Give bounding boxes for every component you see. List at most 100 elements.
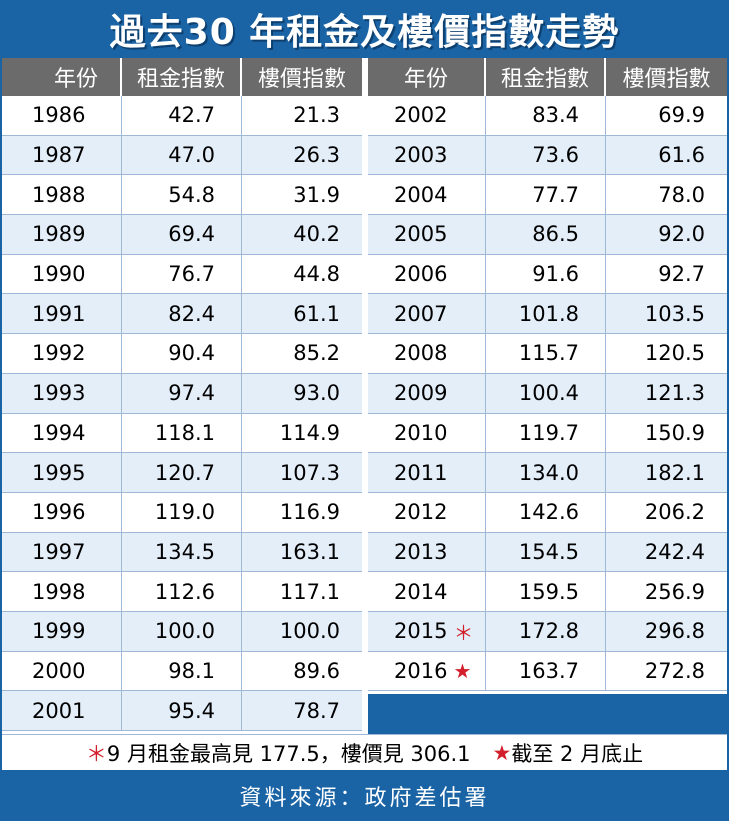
year-value: 2004: [394, 182, 448, 207]
table-row: 2016 ★ 163.7 272.8: [368, 651, 727, 692]
rent-index-cell: 100.0: [122, 611, 242, 651]
year-value: 1998: [32, 579, 86, 604]
blank-cell-fill: [368, 694, 727, 734]
rent-index-cell: 91.6: [486, 254, 606, 294]
price-index-cell: 85.2: [293, 341, 340, 366]
table-row: 1995 120.7 107.3: [2, 453, 362, 493]
year-cell: 1988: [2, 175, 122, 215]
table-row: 2008 115.7 120.5: [368, 334, 727, 374]
rent-index-cell: 86.5: [486, 215, 606, 254]
table-row: 1988 54.8 31.9: [2, 175, 362, 216]
year-cell: 2007: [368, 294, 486, 334]
year-value: 1994: [32, 420, 86, 445]
rent-index-cell: 119.7: [486, 413, 606, 453]
table-row: 1986 42.7 21.3: [2, 96, 362, 136]
year-cell: 2008: [368, 334, 486, 373]
left-table: 年份 租金指數 樓價指數 1986 42.7 21.3 1987 47.0 26.3 198…: [2, 58, 362, 731]
year-value: 1991: [32, 301, 86, 326]
rent-index-cell: 47.0: [122, 135, 242, 175]
price-index-cell: 150.9: [644, 420, 705, 445]
table-row: 1992 90.4 85.2: [2, 334, 362, 374]
table-row: 2000 98.1 89.6: [2, 651, 362, 692]
rent-index-cell: 83.4: [486, 96, 606, 135]
rent-index-cell: 120.7: [122, 453, 242, 492]
year-value: 1987: [32, 143, 86, 168]
year-cell: 2006: [368, 254, 486, 294]
rent-index-cell: 76.7: [122, 254, 242, 294]
year-value: 2008: [394, 341, 448, 366]
header-year: 年份: [368, 58, 486, 96]
table-row: 2004 77.7 78.0: [368, 175, 727, 216]
year-value: 2007: [394, 301, 448, 326]
table-row: 1994 118.1 114.9: [2, 413, 362, 454]
year-value: 1988: [32, 182, 86, 207]
year-value: 2012: [394, 500, 448, 525]
year-cell: 1992: [2, 334, 122, 373]
year-cell: 1999: [2, 611, 122, 651]
header-price-index: 樓價指數: [257, 67, 346, 92]
year-value: 2015: [394, 619, 448, 644]
price-index-cell: 40.2: [293, 222, 340, 247]
year-value: 2000: [32, 658, 86, 683]
table-row: 2003 73.6 61.6: [368, 135, 727, 176]
year-cell: 1996: [2, 492, 122, 532]
rent-index-cell: 134.5: [122, 532, 242, 572]
header-rent-index: 租金指數: [122, 58, 242, 96]
table-row: 2015 ＊ 172.8 296.8: [368, 611, 727, 652]
year-value: 2011: [394, 460, 448, 485]
year-value: 2013: [394, 539, 448, 564]
price-index-cell: 121.3: [644, 381, 705, 406]
price-index-cell: 61.1: [293, 301, 340, 326]
year-cell: 1994: [2, 413, 122, 453]
price-index-cell: 103.5: [644, 301, 705, 326]
source-text: 資料來源：政府差估署: [239, 785, 490, 811]
rent-index-cell: 98.1: [122, 651, 242, 691]
rent-index-cell: 101.8: [486, 294, 606, 334]
right-table-body: 2002 83.4 69.9 2003 73.6 61.6 2004 77.7 78.0 2005…: [368, 96, 727, 692]
price-index-cell: 116.9: [279, 500, 340, 525]
star-note: 截至 2 月底止: [511, 742, 644, 766]
rent-index-cell: 100.4: [486, 373, 606, 413]
price-index-cell: 92.0: [658, 222, 705, 247]
year-cell: 2001: [2, 691, 122, 730]
footnote-mark: ★: [453, 658, 472, 683]
header-rent-index: 租金指數: [486, 58, 606, 96]
star-mark: ★: [492, 741, 512, 765]
rent-index-cell: 69.4: [122, 215, 242, 254]
year-value: 2006: [394, 262, 448, 287]
year-cell: 2002: [368, 96, 486, 135]
table-row: 1999 100.0 100.0: [2, 611, 362, 652]
table-row: 1996 119.0 116.9: [2, 492, 362, 533]
table-row: 2012 142.6 206.2: [368, 492, 727, 533]
year-cell: 2009: [368, 373, 486, 413]
asterisk-note: 9 月租金最高見 177.5，樓價見 306.1: [106, 742, 471, 766]
year-value: 2010: [394, 420, 448, 445]
rent-index-cell: 82.4: [122, 294, 242, 334]
year-value: 2002: [394, 103, 448, 128]
year-cell: 2016 ★: [368, 651, 486, 691]
rent-index-cell: 142.6: [486, 492, 606, 532]
price-index-cell: 78.7: [293, 698, 340, 723]
rent-index-cell: 95.4: [122, 691, 242, 730]
year-value: 2003: [394, 143, 448, 168]
year-cell: 1998: [2, 572, 122, 611]
table-row: 2006 91.6 92.7: [368, 254, 727, 295]
rent-index-cell: 134.0: [486, 453, 606, 492]
year-cell: 2000: [2, 651, 122, 691]
asterisk-mark: ＊: [85, 742, 107, 766]
year-cell: 2015 ＊: [368, 611, 486, 651]
rent-index-cell: 119.0: [122, 492, 242, 532]
year-cell: 1989: [2, 215, 122, 254]
year-cell: 2013: [368, 532, 486, 572]
year-cell: 1990: [2, 254, 122, 294]
price-index-cell: 107.3: [279, 460, 340, 485]
year-value: 1995: [32, 460, 86, 485]
chart-title: 過去30 年租金及樓價指數走勢: [109, 12, 620, 53]
price-index-cell: 272.8: [644, 658, 705, 683]
year-cell: 2005: [368, 215, 486, 254]
price-index-cell: 69.9: [658, 103, 705, 128]
header-year: 年份: [2, 58, 122, 96]
year-value: 1999: [32, 619, 86, 644]
year-value: 1990: [32, 262, 86, 287]
table-row: 2002 83.4 69.9: [368, 96, 727, 136]
